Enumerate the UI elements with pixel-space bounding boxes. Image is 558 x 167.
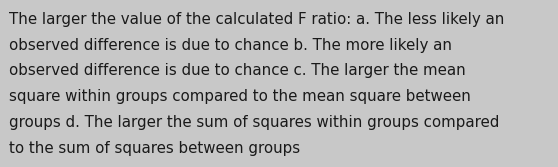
Text: The larger the value of the calculated F ratio: a. The less likely an: The larger the value of the calculated F…	[9, 12, 504, 27]
Text: square within groups compared to the mean square between: square within groups compared to the mea…	[9, 89, 471, 104]
Text: to the sum of squares between groups: to the sum of squares between groups	[9, 141, 300, 156]
Text: observed difference is due to chance c. The larger the mean: observed difference is due to chance c. …	[9, 63, 466, 78]
Text: observed difference is due to chance b. The more likely an: observed difference is due to chance b. …	[9, 38, 452, 53]
Text: groups d. The larger the sum of squares within groups compared: groups d. The larger the sum of squares …	[9, 115, 499, 130]
